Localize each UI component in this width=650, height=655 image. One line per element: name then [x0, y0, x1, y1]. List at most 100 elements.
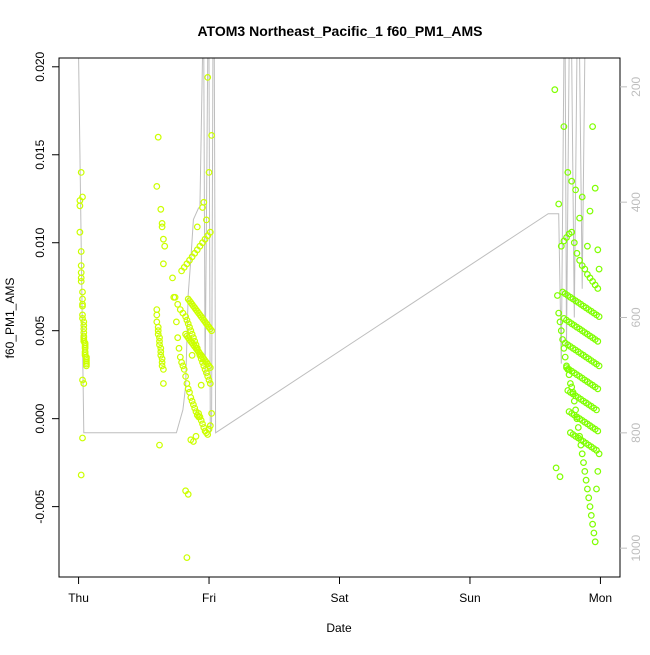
- data-point: [154, 323, 162, 331]
- data-point: [204, 373, 212, 380]
- data-point: [188, 397, 196, 405]
- data-point: [589, 123, 596, 130]
- data-point: [157, 205, 165, 213]
- data-point: [199, 420, 206, 428]
- data-point: [202, 216, 210, 224]
- data-point: [594, 468, 602, 475]
- points-layer: [76, 73, 603, 561]
- data-point: [76, 202, 84, 210]
- data-point: [158, 355, 166, 363]
- data-point: [186, 323, 193, 331]
- data-point: [159, 235, 167, 243]
- data-point: [80, 325, 88, 333]
- chart-title: ATOM3 Northeast_Pacific_1 f60_PM1_AMS: [197, 23, 482, 39]
- data-point: [79, 311, 86, 319]
- data-point: [206, 364, 214, 372]
- data-point: [593, 485, 600, 493]
- data-point: [80, 318, 88, 326]
- data-point: [557, 327, 565, 335]
- data-point: [184, 320, 192, 328]
- data-point: [171, 293, 179, 301]
- data-point: [157, 348, 165, 356]
- data-point: [205, 425, 213, 433]
- data-point: [158, 359, 166, 366]
- data-point: [79, 315, 86, 322]
- data-point: [174, 334, 182, 342]
- data-point: [557, 242, 565, 250]
- data-point: [156, 441, 163, 449]
- y-tick-label: 0.020: [33, 51, 47, 81]
- data-point: [591, 538, 599, 546]
- data-point: [584, 242, 591, 250]
- data-point: [555, 309, 563, 317]
- data-point: [188, 351, 196, 359]
- data-point: [594, 337, 602, 345]
- data-point: [593, 406, 600, 414]
- data-point: [590, 529, 598, 537]
- secondary-tick-label: 200: [629, 77, 643, 97]
- data-point: [153, 182, 161, 190]
- data-point: [587, 512, 595, 519]
- data-point: [82, 362, 90, 370]
- data-point: [159, 260, 167, 268]
- data-point: [77, 274, 85, 282]
- data-point: [189, 401, 197, 409]
- data-point: [79, 302, 86, 310]
- data-point: [191, 404, 199, 412]
- data-point: [175, 344, 183, 352]
- x-axis-label: Date: [326, 621, 352, 635]
- data-point: [156, 341, 163, 349]
- data-point: [195, 410, 203, 417]
- y-tick-label: 0.010: [33, 227, 47, 257]
- data-point: [578, 450, 586, 458]
- data-point: [205, 362, 213, 370]
- data-point: [564, 168, 572, 176]
- data-point: [591, 184, 599, 192]
- data-point: [77, 471, 85, 479]
- x-tick-label: Fri: [202, 591, 216, 605]
- data-point: [595, 313, 603, 321]
- data-point: [169, 274, 176, 282]
- data-point: [77, 262, 85, 270]
- y-tick-label: 0.000: [33, 403, 47, 433]
- data-point: [572, 186, 579, 194]
- data-point: [154, 330, 162, 338]
- data-point: [595, 362, 603, 370]
- data-point: [159, 380, 167, 387]
- data-point: [555, 200, 563, 208]
- data-point: [183, 554, 191, 561]
- data-point: [161, 242, 169, 250]
- data-point: [586, 207, 594, 215]
- data-point: [554, 292, 561, 299]
- data-point: [568, 177, 576, 185]
- data-point: [594, 427, 602, 435]
- data-point: [205, 168, 213, 176]
- secondary-tick-label: 400: [629, 192, 643, 212]
- x-tick-label: Sat: [330, 591, 349, 605]
- data-point: [179, 362, 187, 370]
- data-point: [573, 249, 581, 257]
- data-point: [595, 265, 603, 273]
- data-point: [556, 318, 564, 326]
- data-point: [159, 366, 167, 373]
- y-tick-label: 0.015: [33, 139, 47, 169]
- data-point: [556, 473, 564, 481]
- data-point: [576, 432, 583, 440]
- data-point: [156, 337, 163, 345]
- data-point: [208, 131, 216, 139]
- data-point: [153, 311, 161, 319]
- data-point: [561, 353, 569, 361]
- x-tick-label: Mon: [589, 591, 612, 605]
- data-point: [208, 410, 216, 417]
- data-point: [157, 344, 165, 352]
- data-point: [594, 246, 602, 254]
- data-point: [594, 385, 602, 393]
- secondary-tick-label: 1000: [629, 534, 643, 561]
- data-point: [79, 376, 86, 384]
- data-point: [184, 385, 192, 393]
- data-point: [193, 223, 201, 231]
- data-point: [199, 204, 206, 211]
- data-point: [77, 168, 85, 176]
- data-point: [187, 394, 195, 401]
